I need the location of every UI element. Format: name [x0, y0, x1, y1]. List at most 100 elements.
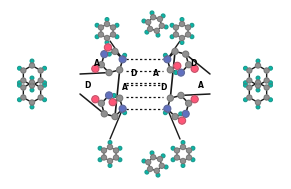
Circle shape — [172, 114, 178, 120]
Circle shape — [112, 48, 118, 54]
Circle shape — [112, 114, 118, 120]
Circle shape — [244, 98, 247, 101]
Circle shape — [101, 111, 107, 117]
Text: D: D — [160, 84, 166, 92]
Circle shape — [18, 98, 21, 101]
Circle shape — [256, 59, 260, 63]
Circle shape — [150, 151, 154, 155]
Text: D: D — [130, 68, 136, 77]
Circle shape — [264, 85, 269, 90]
Circle shape — [159, 23, 164, 28]
Circle shape — [256, 76, 260, 80]
Circle shape — [190, 23, 194, 27]
Circle shape — [255, 83, 260, 88]
Circle shape — [269, 84, 272, 87]
Circle shape — [43, 98, 46, 101]
Circle shape — [43, 81, 46, 84]
Circle shape — [190, 35, 194, 39]
Circle shape — [43, 67, 46, 70]
Circle shape — [38, 95, 43, 100]
Circle shape — [21, 78, 26, 83]
Circle shape — [180, 36, 184, 40]
Text: A: A — [122, 84, 128, 92]
Circle shape — [38, 78, 43, 83]
Circle shape — [264, 95, 269, 100]
Circle shape — [21, 95, 26, 100]
Circle shape — [156, 173, 160, 177]
Circle shape — [104, 44, 111, 51]
Circle shape — [18, 84, 21, 87]
Circle shape — [142, 159, 146, 163]
Circle shape — [95, 23, 99, 27]
Circle shape — [151, 155, 156, 160]
Circle shape — [21, 68, 26, 73]
Circle shape — [30, 105, 34, 109]
Circle shape — [117, 95, 123, 101]
Circle shape — [256, 105, 260, 109]
Text: A: A — [198, 81, 204, 90]
Circle shape — [161, 154, 165, 158]
Circle shape — [180, 145, 185, 149]
Circle shape — [164, 25, 168, 29]
Circle shape — [29, 100, 35, 105]
Circle shape — [186, 25, 191, 30]
Circle shape — [172, 48, 178, 54]
Circle shape — [264, 68, 269, 73]
Circle shape — [98, 25, 103, 30]
Circle shape — [102, 148, 107, 153]
Circle shape — [98, 100, 104, 106]
Circle shape — [109, 99, 116, 106]
Circle shape — [107, 159, 113, 163]
Circle shape — [174, 71, 178, 74]
Circle shape — [29, 80, 35, 85]
Circle shape — [29, 83, 35, 88]
Circle shape — [180, 159, 185, 163]
Circle shape — [154, 168, 159, 173]
Circle shape — [164, 53, 167, 57]
Circle shape — [269, 67, 272, 70]
Circle shape — [154, 28, 159, 33]
Circle shape — [244, 84, 247, 87]
Circle shape — [119, 105, 126, 112]
Circle shape — [115, 35, 119, 39]
Circle shape — [244, 67, 247, 70]
Circle shape — [98, 62, 104, 68]
Circle shape — [161, 14, 165, 18]
Circle shape — [105, 41, 109, 44]
Circle shape — [164, 105, 171, 112]
Circle shape — [186, 32, 191, 37]
Circle shape — [170, 35, 174, 39]
Circle shape — [142, 19, 146, 23]
Circle shape — [108, 164, 112, 167]
Circle shape — [111, 25, 116, 30]
Circle shape — [119, 56, 126, 63]
Circle shape — [118, 158, 122, 162]
Circle shape — [123, 111, 127, 115]
Circle shape — [269, 81, 272, 84]
Circle shape — [186, 62, 192, 68]
Circle shape — [148, 26, 152, 31]
Circle shape — [264, 78, 269, 83]
Circle shape — [146, 160, 151, 165]
Circle shape — [157, 17, 162, 22]
Circle shape — [98, 32, 103, 37]
Circle shape — [150, 11, 154, 15]
Circle shape — [157, 156, 162, 162]
Circle shape — [186, 100, 192, 106]
Circle shape — [180, 18, 184, 21]
Circle shape — [92, 65, 99, 72]
Circle shape — [164, 111, 167, 115]
Circle shape — [113, 148, 118, 153]
Circle shape — [29, 63, 35, 68]
Circle shape — [18, 67, 21, 70]
Circle shape — [179, 112, 182, 116]
Circle shape — [247, 85, 252, 90]
Circle shape — [43, 84, 46, 87]
Circle shape — [255, 100, 260, 105]
Circle shape — [167, 95, 173, 101]
Circle shape — [178, 92, 184, 98]
Circle shape — [164, 165, 168, 169]
Circle shape — [107, 52, 111, 56]
Circle shape — [173, 32, 178, 37]
Text: A: A — [94, 59, 100, 67]
